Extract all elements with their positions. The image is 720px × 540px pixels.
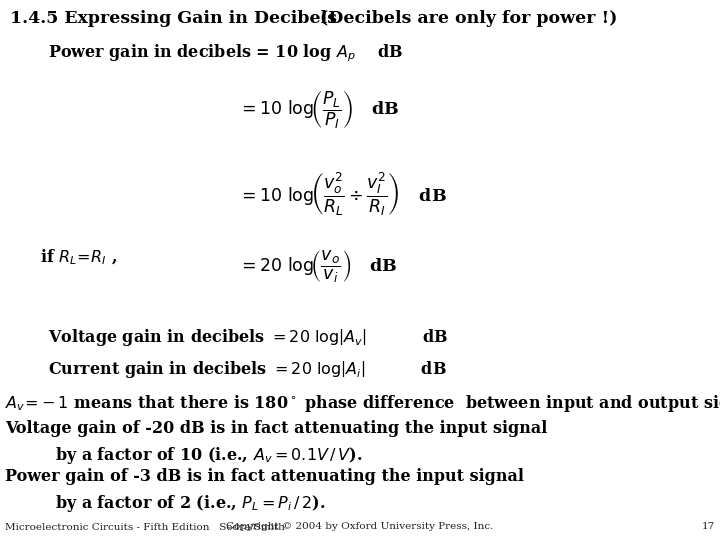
Text: (Decibels are only for power !): (Decibels are only for power !) xyxy=(320,10,617,27)
Text: $= 20\ \mathrm{log}\!\left(\dfrac{v_o}{v_i}\right)$   dB: $= 20\ \mathrm{log}\!\left(\dfrac{v_o}{v… xyxy=(238,248,397,284)
Text: $= 10\ \mathrm{log}\!\left(\dfrac{v_o^2}{R_L} \div \dfrac{v_I^2}{R_I}\right)$   : $= 10\ \mathrm{log}\!\left(\dfrac{v_o^2}… xyxy=(238,170,447,217)
Text: $A_v\!=\!-1$ means that there is 180$^\circ$ phase difference  between input and: $A_v\!=\!-1$ means that there is 180$^\c… xyxy=(5,393,720,414)
Text: 17: 17 xyxy=(702,522,715,531)
Text: Current gain in decibels $= 20\ \mathrm{log}\left|A_i\right|$          dB: Current gain in decibels $= 20\ \mathrm{… xyxy=(48,360,447,381)
Text: Voltage gain in decibels $= 20\ \mathrm{log}\left|A_v\right|$          dB: Voltage gain in decibels $= 20\ \mathrm{… xyxy=(48,328,449,349)
Text: Voltage gain of -20 dB is in fact attenuating the input signal: Voltage gain of -20 dB is in fact attenu… xyxy=(5,420,547,437)
Text: if $R_L\!=\!R_I$ ,: if $R_L\!=\!R_I$ , xyxy=(40,248,117,267)
Text: Copyright © 2004 by Oxford University Press, Inc.: Copyright © 2004 by Oxford University Pr… xyxy=(226,522,494,531)
Text: Power gain in decibels = 10 log $A_p$    dB: Power gain in decibels = 10 log $A_p$ dB xyxy=(48,42,403,64)
Text: by a factor of 2 (i.e., $P_L = P_i\,/\,2$).: by a factor of 2 (i.e., $P_L = P_i\,/\,2… xyxy=(55,493,325,514)
Text: by a factor of 10 (i.e., $A_v = 0.1V\,/\,V$).: by a factor of 10 (i.e., $A_v = 0.1V\,/\… xyxy=(55,445,363,466)
Text: $= 10\ \mathrm{log}\!\left(\dfrac{P_L}{P_I}\right)$   dB: $= 10\ \mathrm{log}\!\left(\dfrac{P_L}{P… xyxy=(238,90,400,131)
Text: 1.4.5 Expressing Gain in Decibels: 1.4.5 Expressing Gain in Decibels xyxy=(10,10,337,27)
Text: Power gain of -3 dB is in fact attenuating the input signal: Power gain of -3 dB is in fact attenuati… xyxy=(5,468,524,485)
Text: Microelectronic Circuits - Fifth Edition   Sedra/Smith: Microelectronic Circuits - Fifth Edition… xyxy=(5,522,285,531)
